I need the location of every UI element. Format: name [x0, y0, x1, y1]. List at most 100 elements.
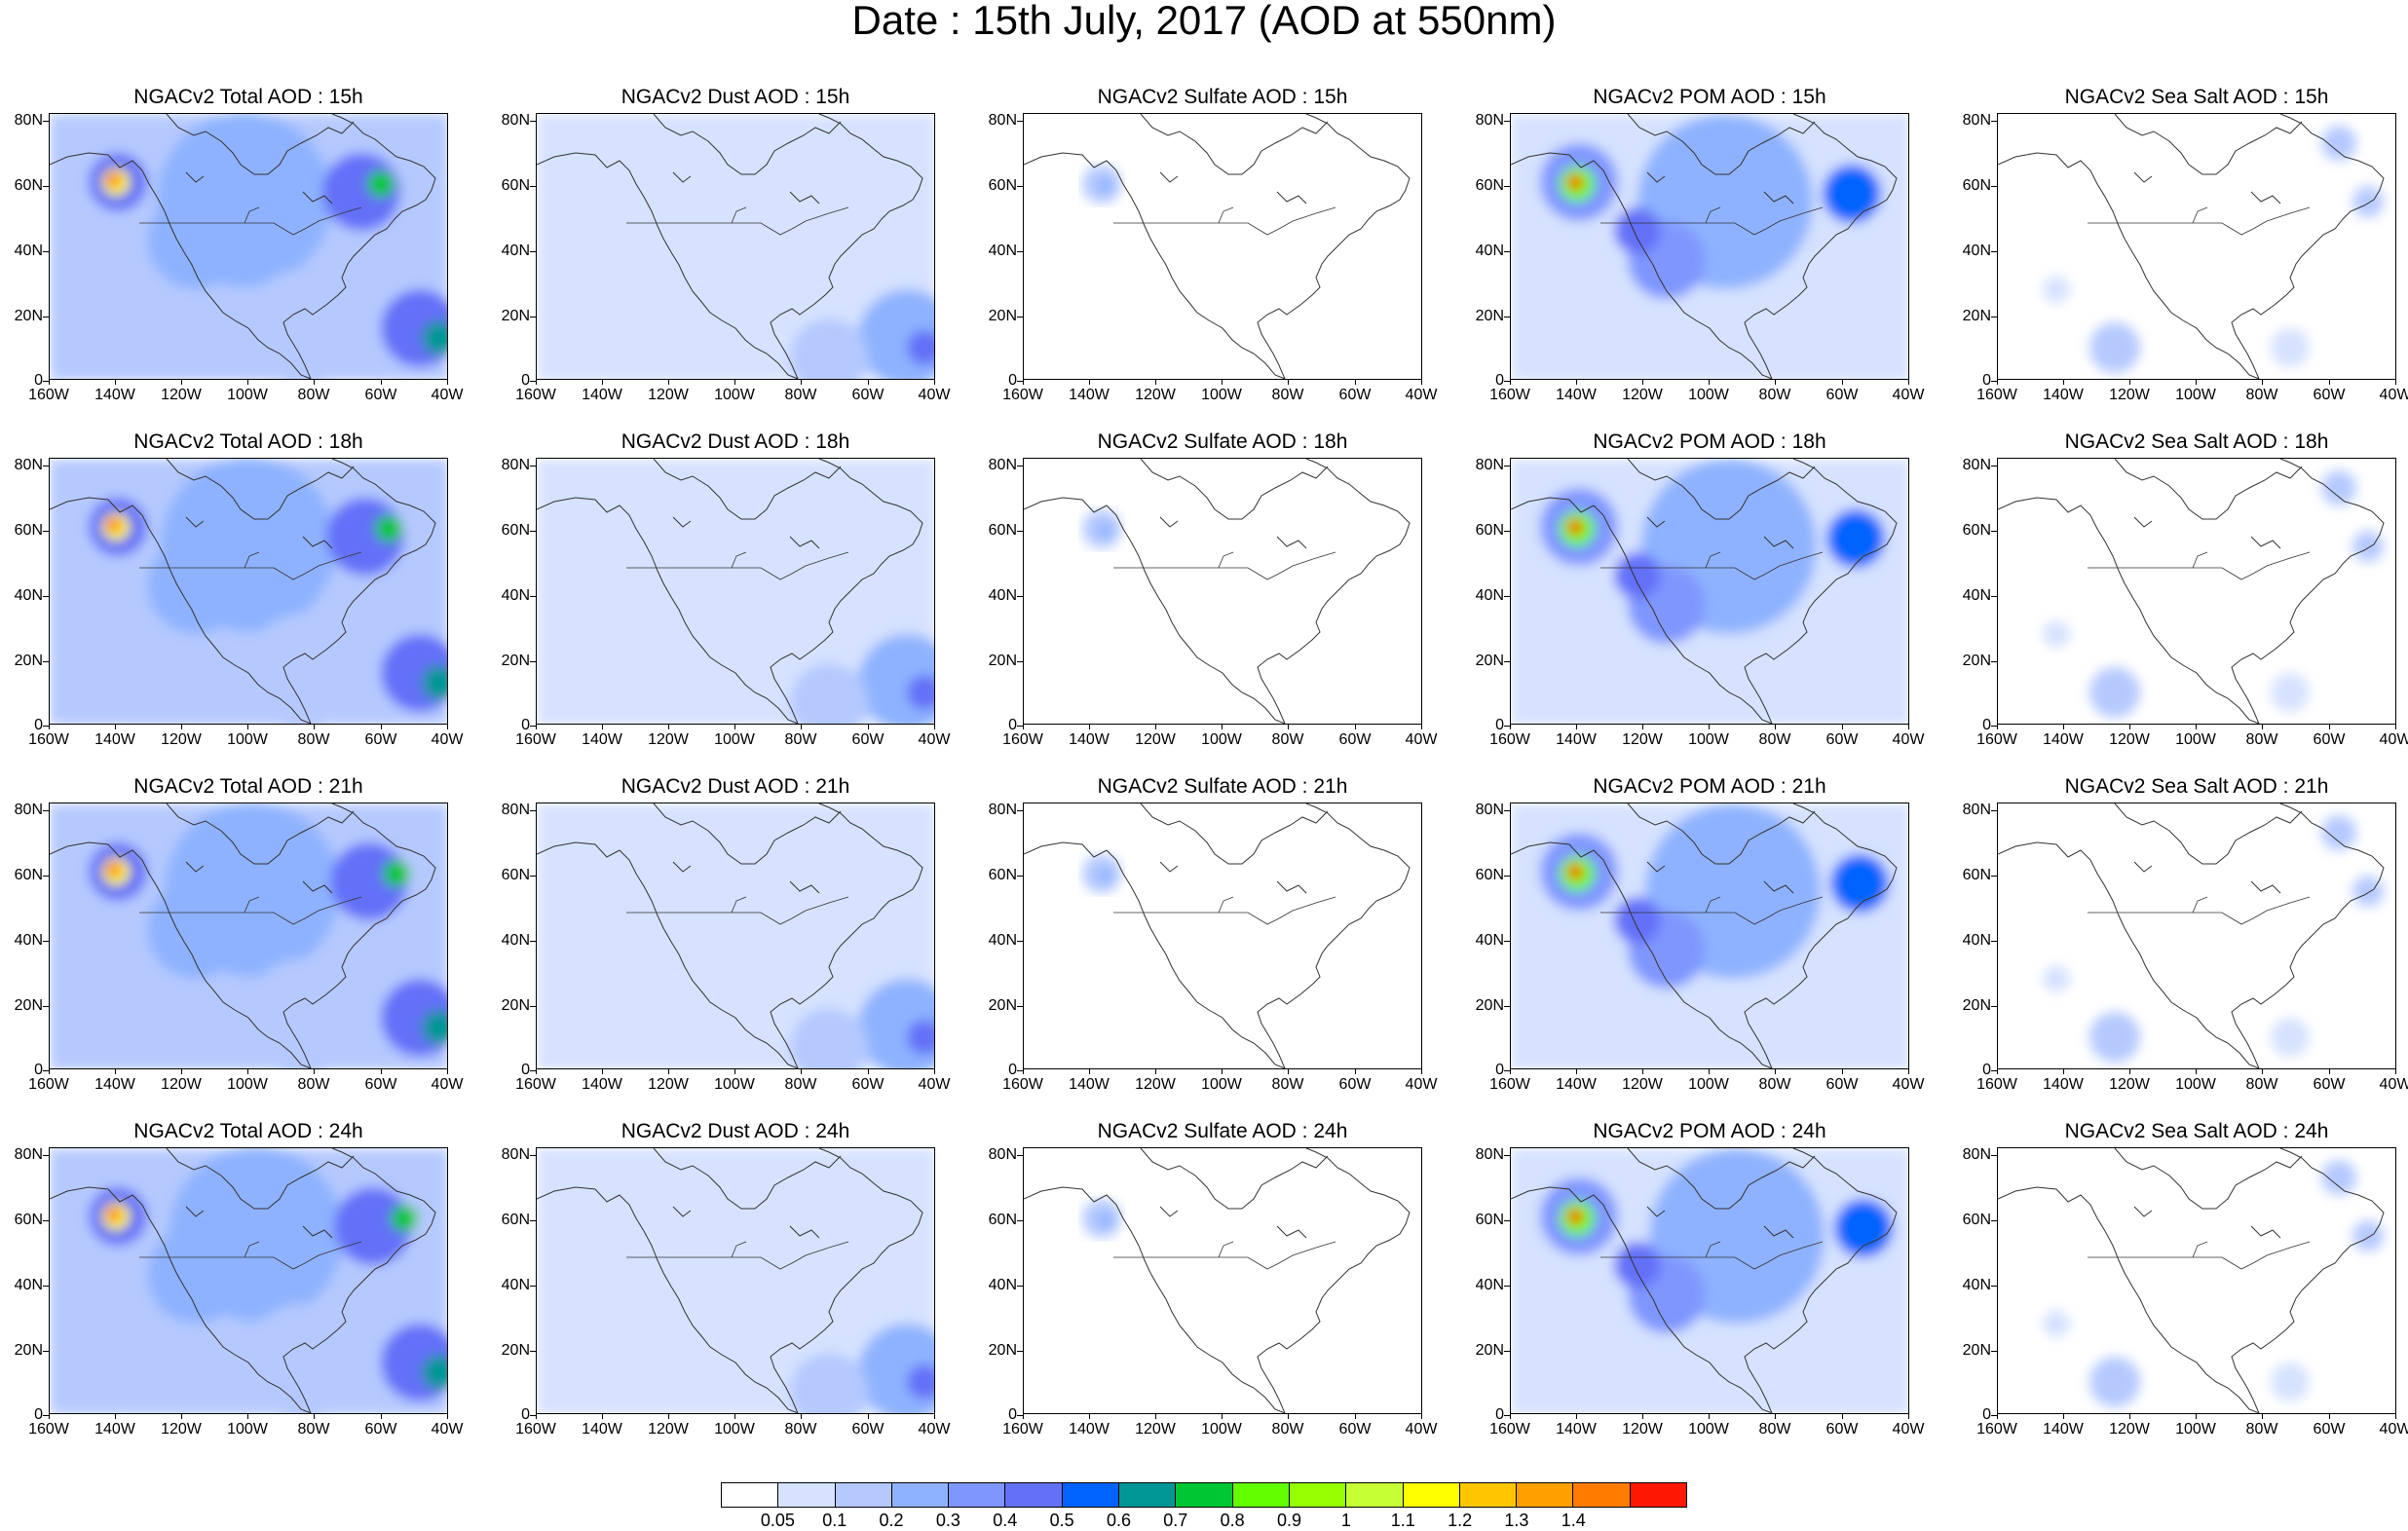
colorbar-swatch [891, 1483, 950, 1507]
map-panel: NGACv2 Sea Salt AOD : 24h 80N 60N 40N 20N 0 16… [1948, 1120, 2408, 1451]
aod-plume [1826, 509, 1885, 568]
aod-plume [2321, 1160, 2356, 1195]
latitude-tick [1017, 251, 1023, 252]
colorbar-swatch [1403, 1483, 1460, 1507]
longitude-tick [247, 1414, 248, 1419]
latitude-label: 0 [34, 1406, 43, 1423]
aod-plume [673, 1177, 790, 1294]
longitude-tick [801, 380, 802, 385]
longitude-label: 120W [1135, 387, 1176, 403]
border-line [626, 206, 849, 236]
latitude-tick [1017, 726, 1023, 727]
coastline [537, 803, 923, 1068]
longitude-label: 120W [161, 731, 202, 748]
latitude-tick [1991, 726, 1997, 727]
longitude-tick [668, 1069, 669, 1074]
longitude-tick [602, 380, 603, 385]
longitude-label: 60W [364, 1421, 397, 1438]
longitude-tick [49, 1069, 50, 1074]
aod-field [1082, 1199, 1121, 1238]
map-panel: NGACv2 Sulfate AOD : 15h 80N 60N 40N 20N 0 160… [974, 86, 1461, 417]
panel-title: NGACv2 Dust AOD : 15h [621, 86, 850, 108]
aod-plume [1567, 174, 1583, 190]
latitude-label: 60N [988, 1212, 1017, 1228]
longitude-label: 60W [2313, 1421, 2346, 1438]
longitude-label: 80W [297, 731, 330, 748]
colorbar-swatch [1573, 1483, 1631, 1507]
latitude-tick [1991, 186, 1997, 187]
longitude-tick [536, 1414, 537, 1419]
longitude-tick [2395, 1414, 2396, 1419]
latitude-label: 60N [14, 177, 43, 194]
longitude-label: 120W [1622, 387, 1663, 403]
aod-plume [2089, 1012, 2140, 1063]
longitude-tick [2129, 725, 2130, 729]
latitude-tick [1991, 121, 1997, 122]
latitude-tick [43, 596, 49, 597]
longitude-tick [1023, 1414, 1024, 1419]
map-frame [1510, 113, 1909, 380]
map-frame [536, 458, 935, 725]
panel-title: NGACv2 Sea Salt AOD : 24h [2064, 1120, 2329, 1142]
map-panel: NGACv2 Total AOD : 21h 80N 60N 40N 20N 0 160W 1… [0, 775, 487, 1106]
longitude-tick [868, 1069, 869, 1074]
latitude-label: 20N [988, 1342, 1017, 1359]
coastline [1140, 803, 1329, 894]
longitude-label: 60W [2313, 731, 2346, 748]
longitude-label: 60W [1825, 1421, 1859, 1438]
panel-title: NGACv2 Total AOD : 18h [133, 430, 363, 453]
latitude-label: 20N [1475, 308, 1504, 324]
longitude-label: 80W [1758, 387, 1791, 403]
longitude-tick [602, 1414, 603, 1419]
longitude-label: 120W [2109, 731, 2150, 748]
latitude-tick [1017, 1220, 1023, 1221]
aod-field [2043, 1160, 2384, 1407]
longitude-tick [934, 1069, 935, 1074]
border-line [139, 896, 362, 925]
map-panel: NGACv2 Sulfate AOD : 21h 80N 60N 40N 20N 0 160… [974, 775, 1461, 1106]
longitude-label: 120W [161, 1076, 202, 1093]
coastline [1998, 114, 2385, 379]
aod-plume [907, 1364, 934, 1400]
latitude-label: 60N [988, 177, 1017, 194]
latitude-label: 40N [501, 587, 530, 604]
aod-field [50, 803, 447, 1068]
map-frame [49, 113, 448, 380]
longitude-tick [1089, 1414, 1090, 1419]
map-panel: NGACv2 Dust AOD : 21h 80N 60N 40N 20N 0 160W 14… [487, 775, 974, 1106]
map-frame [1510, 458, 1909, 725]
latitude-label: 20N [501, 653, 530, 669]
longitude-label: 80W [297, 387, 330, 403]
aod-map [50, 1148, 447, 1413]
border-line [1113, 206, 1336, 236]
aod-map [537, 1148, 934, 1413]
aod-plume [422, 1355, 447, 1390]
aod-field [2043, 815, 2384, 1063]
coastline [2114, 1148, 2303, 1239]
longitude-tick [1089, 725, 1090, 729]
colorbar-swatch [949, 1483, 1006, 1507]
longitude-tick [1775, 380, 1776, 385]
longitude-label: 160W [28, 731, 69, 748]
aod-plume [147, 1226, 245, 1324]
aod-plume [367, 170, 395, 198]
longitude-tick [381, 725, 382, 729]
panel-title: NGACv2 Dust AOD : 24h [621, 1120, 850, 1142]
latitude-label: 80N [1962, 112, 1991, 129]
latitude-tick [1504, 596, 1510, 597]
colorbar-swatch [1005, 1483, 1063, 1507]
longitude-tick [2262, 380, 2263, 385]
longitude-tick [49, 725, 50, 729]
longitude-tick [1510, 380, 1511, 385]
longitude-tick [1023, 725, 1024, 729]
longitude-tick [1222, 380, 1223, 385]
longitude-tick [1421, 380, 1422, 385]
aod-plume [334, 1187, 412, 1265]
map-panel: NGACv2 Sea Salt AOD : 15h 80N 60N 40N 20N 0 16… [1948, 86, 2408, 417]
longitude-tick [1576, 1069, 1577, 1074]
latitude-tick [43, 661, 49, 662]
latitude-label: 40N [501, 932, 530, 949]
latitude-label: 80N [988, 802, 1017, 818]
latitude-label: 0 [1495, 1062, 1504, 1078]
panel-title: NGACv2 Sea Salt AOD : 21h [2064, 775, 2329, 798]
